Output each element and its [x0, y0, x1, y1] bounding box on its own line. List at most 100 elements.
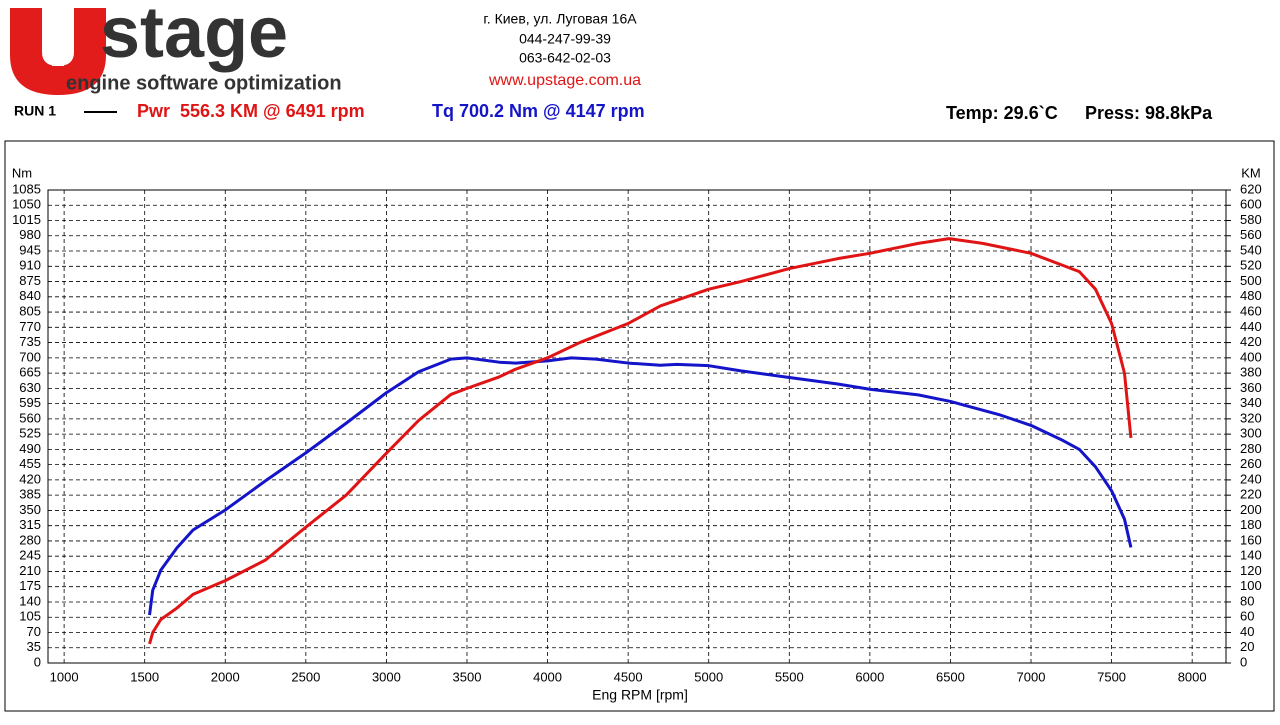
y2-tick-label: 600 — [1240, 197, 1262, 212]
y-tick-label: 770 — [19, 319, 41, 334]
y2-tick-label: 200 — [1240, 502, 1262, 517]
x-tick-label: 5500 — [775, 669, 804, 684]
y-tick-label: 735 — [19, 334, 41, 349]
y2-tick-label: 120 — [1240, 563, 1262, 578]
run-label: RUN 1 — [14, 103, 56, 119]
y-tick-label: 1050 — [12, 197, 41, 212]
y-tick-label: 70 — [27, 624, 41, 639]
y2-tick-label: 520 — [1240, 258, 1262, 273]
y-tick-label: 350 — [19, 502, 41, 517]
x-axis-label: Eng RPM [rpm] — [592, 687, 688, 703]
y-tick-label: 140 — [19, 593, 41, 608]
x-tick-label: 7500 — [1097, 669, 1126, 684]
x-tick-label: 5000 — [694, 669, 723, 684]
x-tick-label: 6000 — [855, 669, 884, 684]
logo-word: stage — [100, 0, 288, 73]
y-tick-label: 525 — [19, 426, 41, 441]
power-summary: Pwr 556.3 KM @ 6491 rpm — [137, 101, 365, 121]
press: Press: 98.8kPa — [1085, 103, 1213, 123]
y2-tick-label: 300 — [1240, 426, 1262, 441]
y-tick-label: 630 — [19, 380, 41, 395]
temp: Temp: 29.6`C — [946, 103, 1058, 123]
y2-tick-label: 480 — [1240, 288, 1262, 303]
y2-tick-label: 400 — [1240, 349, 1262, 364]
y-tick-label: 210 — [19, 563, 41, 578]
x-tick-label: 3500 — [453, 669, 482, 684]
x-tick-label: 4500 — [614, 669, 643, 684]
y2-tick-label: 280 — [1240, 441, 1262, 456]
chart-frame — [4, 140, 1275, 712]
y2-tick-label: 180 — [1240, 517, 1262, 532]
y-tick-label: 560 — [19, 410, 41, 425]
y2-tick-label: 560 — [1240, 227, 1262, 242]
torque-summary: Tq 700.2 Nm @ 4147 rpm — [432, 101, 645, 121]
y-tick-label: 490 — [19, 441, 41, 456]
y2-tick-label: 100 — [1240, 578, 1262, 593]
y-tick-label: 280 — [19, 532, 41, 547]
x-tick-label: 1000 — [50, 669, 79, 684]
y2-tick-label: 420 — [1240, 334, 1262, 349]
x-tick-label: 2500 — [291, 669, 320, 684]
y-tick-label: 385 — [19, 487, 41, 502]
y2-axis-label: KM — [1241, 165, 1261, 180]
series-line — [148, 237, 1133, 645]
series-line — [148, 356, 1133, 616]
y-tick-label: 665 — [19, 365, 41, 380]
y-tick-label: 175 — [19, 578, 41, 593]
y2-tick-label: 340 — [1240, 395, 1262, 410]
x-tick-label: 3000 — [372, 669, 401, 684]
y2-tick-label: 80 — [1240, 593, 1254, 608]
y-axis-label: Nm — [12, 165, 32, 180]
x-tick-label: 1500 — [130, 669, 159, 684]
y2-tick-label: 0 — [1240, 654, 1247, 669]
x-tick-label: 4000 — [533, 669, 562, 684]
y2-tick-label: 20 — [1240, 639, 1254, 654]
y2-tick-label: 220 — [1240, 487, 1262, 502]
y-tick-label: 0 — [34, 654, 41, 669]
phone: 044-247-99-39 — [519, 31, 611, 47]
y2-tick-label: 360 — [1240, 380, 1262, 395]
y-tick-label: 910 — [19, 258, 41, 273]
y-tick-label: 840 — [19, 288, 41, 303]
y-tick-label: 455 — [19, 456, 41, 471]
x-tick-label: 7000 — [1017, 669, 1046, 684]
y-tick-label: 1085 — [12, 181, 41, 196]
y-tick-label: 420 — [19, 471, 41, 486]
logo-u — [10, 8, 106, 95]
y-tick-label: 315 — [19, 517, 41, 532]
y2-tick-label: 460 — [1240, 304, 1262, 319]
y2-tick-label: 380 — [1240, 365, 1262, 380]
y2-tick-label: 240 — [1240, 471, 1262, 486]
y2-tick-label: 160 — [1240, 532, 1262, 547]
y-tick-label: 35 — [27, 639, 41, 654]
y2-tick-label: 60 — [1240, 609, 1254, 624]
y2-tick-label: 500 — [1240, 273, 1262, 288]
y-tick-label: 595 — [19, 395, 41, 410]
address: г. Киев, ул. Луговая 16А — [483, 11, 637, 27]
y-tick-label: 980 — [19, 227, 41, 242]
y-tick-label: 875 — [19, 273, 41, 288]
y2-tick-label: 440 — [1240, 319, 1262, 334]
plot-frame — [47, 189, 1227, 664]
y2-tick-label: 540 — [1240, 242, 1262, 257]
y2-tick-label: 580 — [1240, 212, 1262, 227]
y-tick-label: 105 — [19, 609, 41, 624]
y-tick-label: 1015 — [12, 212, 41, 227]
phone: 063-642-02-03 — [519, 50, 611, 66]
y2-tick-label: 40 — [1240, 624, 1254, 639]
y-tick-label: 805 — [19, 304, 41, 319]
x-tick-label: 2000 — [211, 669, 240, 684]
y2-tick-label: 260 — [1240, 456, 1262, 471]
logo-arrow — [42, 16, 74, 66]
y-tick-label: 700 — [19, 349, 41, 364]
y2-tick-label: 140 — [1240, 548, 1262, 563]
y-tick-label: 245 — [19, 548, 41, 563]
x-tick-label: 6500 — [936, 669, 965, 684]
website: www.upstage.com.ua — [488, 72, 641, 89]
logo-tagline: engine software optimization — [66, 72, 342, 94]
y2-tick-label: 620 — [1240, 181, 1262, 196]
x-tick-label: 8000 — [1178, 669, 1207, 684]
y-tick-label: 945 — [19, 242, 41, 257]
y2-tick-label: 320 — [1240, 410, 1262, 425]
